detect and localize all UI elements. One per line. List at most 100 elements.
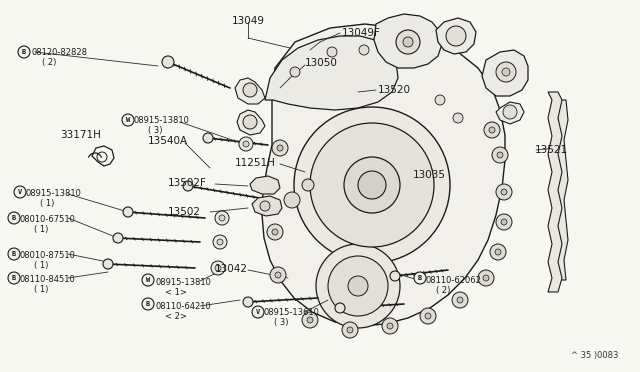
Circle shape <box>123 207 133 217</box>
Circle shape <box>211 261 225 275</box>
Circle shape <box>483 275 489 281</box>
Text: ^ 35 )0083: ^ 35 )0083 <box>571 351 618 360</box>
Text: 13520: 13520 <box>378 85 411 95</box>
Circle shape <box>358 171 386 199</box>
Circle shape <box>490 244 506 260</box>
Circle shape <box>215 211 229 225</box>
Circle shape <box>496 184 512 200</box>
Text: W: W <box>126 117 130 123</box>
Text: 13049: 13049 <box>232 16 264 26</box>
Text: ( 3): ( 3) <box>274 318 289 327</box>
Text: 08915-13810: 08915-13810 <box>155 278 211 287</box>
Circle shape <box>294 107 450 263</box>
Text: ( 2): ( 2) <box>436 286 451 295</box>
Text: ( 2): ( 2) <box>42 58 56 67</box>
Circle shape <box>260 201 270 211</box>
Polygon shape <box>237 110 265 135</box>
Text: B: B <box>418 275 422 281</box>
Circle shape <box>8 272 20 284</box>
Circle shape <box>277 145 283 151</box>
Circle shape <box>496 62 516 82</box>
Polygon shape <box>436 18 476 54</box>
Circle shape <box>328 256 388 316</box>
Text: B: B <box>12 251 16 257</box>
Polygon shape <box>250 176 280 194</box>
Text: 08915-13810: 08915-13810 <box>26 189 82 198</box>
Circle shape <box>243 141 249 147</box>
Text: V: V <box>18 189 22 195</box>
Text: 08110-64210: 08110-64210 <box>155 302 211 311</box>
Circle shape <box>497 152 503 158</box>
Circle shape <box>290 67 300 77</box>
Circle shape <box>113 233 123 243</box>
Circle shape <box>8 212 20 224</box>
Circle shape <box>344 157 400 213</box>
Text: 08010-87510: 08010-87510 <box>20 251 76 260</box>
Circle shape <box>183 181 193 191</box>
Circle shape <box>267 224 283 240</box>
Text: B: B <box>12 275 16 281</box>
Text: V: V <box>256 309 260 315</box>
Polygon shape <box>482 50 528 96</box>
Circle shape <box>103 259 113 269</box>
Text: B: B <box>12 215 16 221</box>
Text: ( 1): ( 1) <box>34 261 49 270</box>
Circle shape <box>284 192 300 208</box>
Circle shape <box>217 239 223 245</box>
Circle shape <box>387 323 393 329</box>
Circle shape <box>8 248 20 260</box>
Circle shape <box>252 306 264 318</box>
Text: B: B <box>146 301 150 307</box>
Circle shape <box>484 122 500 138</box>
Text: 13540A: 13540A <box>148 136 188 146</box>
Text: 13050: 13050 <box>305 58 338 68</box>
Circle shape <box>489 127 495 133</box>
Text: 33171H: 33171H <box>60 130 101 140</box>
Circle shape <box>501 189 507 195</box>
Circle shape <box>435 95 445 105</box>
Circle shape <box>425 313 431 319</box>
Circle shape <box>272 140 288 156</box>
Circle shape <box>396 30 420 54</box>
Text: B: B <box>22 49 26 55</box>
Circle shape <box>275 272 281 278</box>
Circle shape <box>420 308 436 324</box>
Circle shape <box>122 114 134 126</box>
Polygon shape <box>265 36 398 110</box>
Circle shape <box>390 271 400 281</box>
Text: 08010-67510: 08010-67510 <box>20 215 76 224</box>
Text: ( 1): ( 1) <box>34 225 49 234</box>
Circle shape <box>142 298 154 310</box>
Circle shape <box>478 270 494 286</box>
Circle shape <box>243 297 253 307</box>
Circle shape <box>239 137 253 151</box>
Circle shape <box>492 147 508 163</box>
Circle shape <box>219 215 225 221</box>
Text: W: W <box>146 277 150 283</box>
Polygon shape <box>554 100 568 280</box>
Polygon shape <box>374 14 442 68</box>
Circle shape <box>316 244 400 328</box>
Text: ( 1): ( 1) <box>40 199 54 208</box>
Text: 11251H: 11251H <box>235 158 276 168</box>
Circle shape <box>142 274 154 286</box>
Circle shape <box>213 235 227 249</box>
Circle shape <box>453 113 463 123</box>
Circle shape <box>215 265 221 271</box>
Circle shape <box>502 68 510 76</box>
Circle shape <box>307 317 313 323</box>
Text: < 2>: < 2> <box>165 312 187 321</box>
Text: 13049F: 13049F <box>342 28 381 38</box>
Text: 13502: 13502 <box>168 207 201 217</box>
Circle shape <box>501 219 507 225</box>
Text: 13521: 13521 <box>535 145 568 155</box>
Text: 08915-13810: 08915-13810 <box>134 116 190 125</box>
Circle shape <box>495 249 501 255</box>
Polygon shape <box>496 102 524 124</box>
Circle shape <box>414 272 426 284</box>
Circle shape <box>335 303 345 313</box>
Circle shape <box>348 276 368 296</box>
Circle shape <box>457 297 463 303</box>
Polygon shape <box>262 24 505 326</box>
Text: 08120-82828: 08120-82828 <box>32 48 88 57</box>
